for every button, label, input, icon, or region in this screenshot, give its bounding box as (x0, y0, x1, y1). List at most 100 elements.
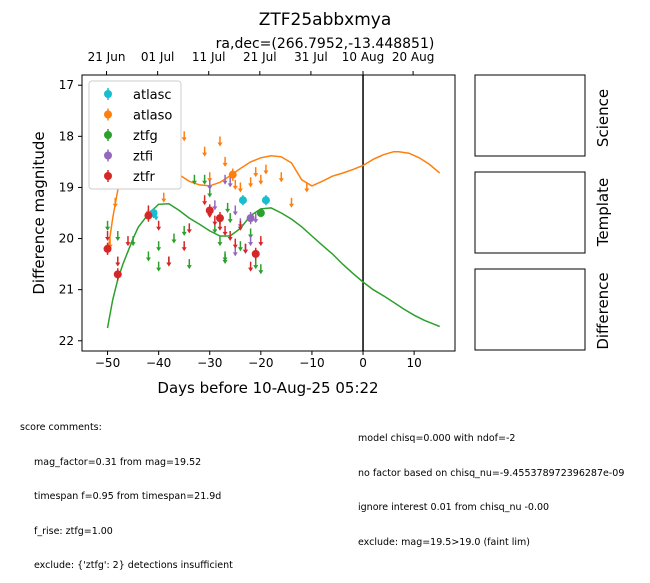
upper-limit-arrow-ztfr (166, 262, 172, 267)
upper-limit-arrow-ztfr (202, 201, 208, 206)
data-markers (103, 131, 310, 281)
score-comments-left: score comments: mag_factor=0.31 from mag… (20, 399, 233, 583)
data-point-ztfr (113, 270, 122, 279)
comment-line: model chisq=0.000 with ndof=-2 (358, 433, 516, 444)
model-curve-ztfg (106, 203, 440, 329)
legend-marker-ztfr (104, 172, 112, 180)
y-tick-label: 21 (59, 283, 74, 297)
upper-limit-arrow-ztfr (258, 242, 264, 247)
x-tick-label: 0 (359, 356, 367, 370)
upper-limit-arrow-ztfg (115, 237, 121, 241)
upper-limit-arrow-atlaso (258, 180, 264, 185)
data-point-atlasc (238, 196, 247, 205)
upper-limit-arrow-ztfg (202, 180, 208, 185)
x-tick-label: −50 (95, 356, 120, 370)
upper-limit-arrow-atlaso (288, 203, 294, 208)
upper-limit-arrow-ztfr (212, 221, 218, 226)
upper-limit-arrow-atlaso (112, 203, 118, 208)
upper-limit-arrow-ztfr (125, 242, 131, 247)
x-tick-label: −20 (248, 356, 273, 370)
data-point-atlasc (261, 196, 270, 205)
upper-limit-arrow-atlaso (181, 137, 187, 142)
upper-limit-arrow-ztfi (248, 242, 254, 247)
x-tick-label: −10 (299, 356, 324, 370)
x-tick-label: −30 (197, 356, 222, 370)
upper-limit-arrow-ztfg (258, 270, 264, 275)
upper-limit-arrow-ztfg (227, 219, 233, 224)
x-axis-label: Days before 10-Aug-25 05:22 (157, 379, 378, 397)
y-tick-label: 17 (59, 78, 74, 92)
figure-subtitle: ra,dec=(266.7952,-13.448851) (216, 36, 435, 52)
upper-limit-arrow-atlaso (202, 152, 208, 157)
data-point-ztfr (205, 206, 214, 215)
science-panel (474, 74, 586, 157)
comment-line: exclude: mag=19.5>19.0 (faint lim) (358, 536, 530, 548)
y-tick-label: 22 (59, 334, 74, 348)
upper-limit-arrow-ztfg (156, 267, 162, 272)
upper-limit-arrow-atlaso (253, 173, 259, 178)
data-point-ztfr (251, 249, 260, 258)
lightcurve-figure: ZTF25abbxmya ra,dec=(266.7952,-13.448851… (30, 10, 612, 397)
upper-limit-arrow-ztfr (243, 249, 249, 254)
data-point-atlaso (228, 170, 237, 179)
upper-limit-arrow-ztfr (232, 244, 238, 249)
data-point-ztfi (246, 214, 255, 223)
upper-limit-arrow-ztfg (191, 180, 197, 185)
upper-limit-arrow-ztfr (227, 237, 233, 241)
legend-marker-atlasc (104, 90, 112, 98)
data-point-ztfg (256, 209, 265, 217)
y-tick-label: 18 (59, 129, 74, 143)
upper-limit-arrow-atlaso (217, 142, 223, 147)
legend-label-ztfr: ztfr (133, 170, 155, 185)
upper-limit-arrow-ztfr (115, 262, 121, 267)
upper-limit-arrow-ztfr (237, 226, 243, 231)
upper-limit-arrow-ztfi (232, 211, 238, 216)
upper-limit-arrow-ztfr (156, 226, 162, 231)
upper-limit-arrow-ztfg (181, 231, 187, 236)
image-panels: Science Template Difference (474, 74, 612, 351)
difference-label: Difference (594, 272, 612, 349)
upper-limit-arrow-atlaso (232, 185, 238, 190)
legend-marker-ztfg (104, 131, 112, 139)
upper-limit-arrow-atlaso (161, 198, 167, 203)
legend-label-ztfi: ztfi (133, 150, 153, 165)
data-point-ztfr (215, 214, 224, 223)
upper-limit-arrow-atlaso (237, 188, 243, 193)
comment-line: timespan f=0.95 from timespan=21.9d (34, 491, 222, 502)
upper-limit-arrow-ztfg (145, 257, 151, 262)
upper-limit-arrow-atlasc (153, 216, 159, 221)
upper-limit-arrow-ztfg (186, 265, 192, 270)
top-date-tick-label: 20 Aug (392, 50, 435, 64)
upper-limit-arrow-atlaso (222, 162, 228, 167)
upper-limit-arrow-atlaso (278, 178, 284, 183)
figure-title: ZTF25abbxmya (259, 10, 392, 30)
comment-line: f_rise: ztfg=1.00 (34, 525, 113, 537)
legend-label-atlaso: atlaso (133, 109, 172, 124)
legend-label-atlasc: atlasc (133, 88, 172, 103)
x-tick-label: 10 (406, 356, 421, 370)
upper-limit-arrow-atlaso (304, 188, 310, 193)
upper-limit-arrow-ztfg (225, 208, 231, 213)
legend: atlasc atlaso ztfg ztfi ztfr (88, 80, 182, 190)
data-point-ztfr (144, 211, 153, 220)
upper-limit-arrow-ztfg (217, 242, 223, 247)
score-comments-header: score comments: (20, 422, 102, 433)
x-tick-label: −40 (146, 356, 171, 370)
upper-limit-arrow-ztfg (212, 229, 218, 234)
upper-limit-arrow-ztfi (222, 180, 228, 185)
y-tick-label: 20 (59, 232, 74, 246)
top-date-tick-label: 11 Jul (192, 50, 226, 64)
upper-limit-arrow-ztfr (181, 247, 187, 252)
top-date-tick-label: 10 Aug (342, 50, 385, 64)
top-date-tick-label: 21 Jun (88, 50, 126, 64)
upper-limit-arrow-ztfr (222, 231, 228, 236)
upper-limit-arrow-ztfg (171, 239, 177, 244)
upper-limit-arrow-ztfi (212, 206, 218, 211)
upper-limit-arrow-atlaso (263, 170, 269, 175)
upper-limit-arrow-ztfi (227, 183, 233, 188)
comment-line: exclude: {'ztfg': 2} detections insuffic… (34, 560, 233, 571)
comment-line: mag_factor=0.31 from mag=19.52 (34, 456, 202, 468)
top-date-tick-label: 01 Jul (141, 50, 175, 64)
upper-limit-arrow-ztfr (248, 267, 254, 272)
upper-limit-arrow-ztfg (105, 226, 111, 231)
